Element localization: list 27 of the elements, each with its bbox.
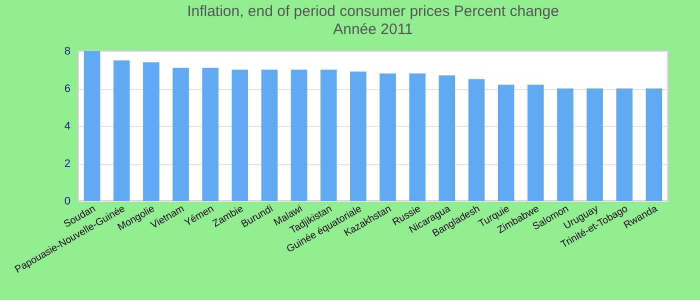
y-tick-label: 8 xyxy=(64,46,70,58)
y-tick-label: 0 xyxy=(64,196,70,208)
bar xyxy=(143,62,160,201)
bar xyxy=(261,70,278,201)
bar xyxy=(380,74,396,201)
bar xyxy=(586,88,603,201)
bar xyxy=(290,70,308,201)
bar xyxy=(528,84,544,201)
chart-title: Inflation, end of period consumer prices Percent change xyxy=(187,3,559,20)
bar xyxy=(468,79,485,201)
y-tick-label: 2 xyxy=(64,158,70,170)
bar xyxy=(350,72,366,201)
bar xyxy=(438,75,456,201)
bar xyxy=(557,88,574,201)
bar xyxy=(646,88,662,201)
bar xyxy=(232,70,248,201)
bar xyxy=(202,68,218,201)
bar xyxy=(320,70,337,201)
bar xyxy=(616,88,633,201)
y-tick-label: 6 xyxy=(64,83,70,95)
bar xyxy=(113,60,130,201)
bar xyxy=(498,84,514,201)
bar xyxy=(409,74,426,201)
y-tick-label: 4 xyxy=(64,120,70,132)
bar xyxy=(84,51,100,201)
bar xyxy=(172,68,189,201)
chart-subtitle: Année 2011 xyxy=(333,21,413,38)
